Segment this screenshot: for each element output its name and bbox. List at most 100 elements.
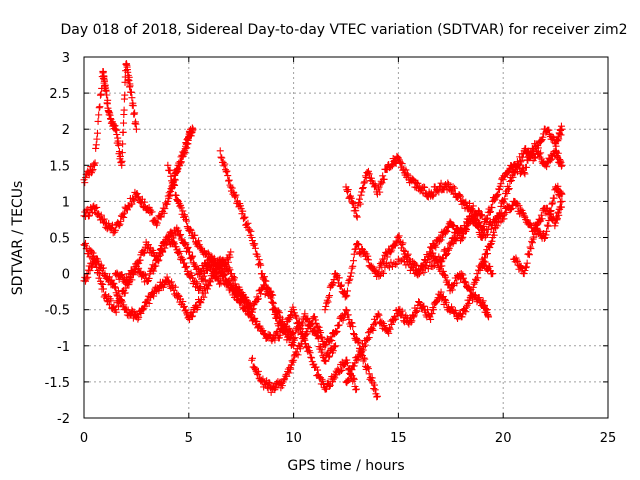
data-point	[397, 159, 405, 167]
data-point	[99, 218, 107, 226]
data-point	[474, 274, 482, 282]
y-tick-label: 3	[62, 51, 70, 66]
data-point	[480, 222, 488, 230]
data-point	[239, 215, 247, 223]
data-point	[463, 226, 471, 234]
data-point	[153, 219, 161, 227]
data-point	[329, 347, 337, 355]
data-point	[305, 344, 313, 352]
data-point	[423, 261, 431, 269]
data-point	[303, 330, 311, 338]
data-point	[343, 307, 351, 315]
data-point	[81, 174, 89, 182]
data-point	[96, 91, 104, 99]
data-point	[164, 161, 172, 169]
data-point	[246, 300, 254, 308]
data-point	[311, 316, 319, 324]
data-point	[93, 135, 101, 143]
data-point	[439, 232, 447, 240]
data-point	[130, 197, 138, 205]
data-point	[546, 211, 554, 219]
data-point	[273, 327, 281, 335]
data-point	[200, 272, 208, 280]
data-point	[293, 314, 301, 322]
data-point	[88, 209, 96, 217]
data-point	[555, 211, 563, 219]
data-point	[531, 154, 539, 162]
data-point	[364, 365, 372, 373]
data-point	[550, 194, 558, 202]
data-point	[548, 200, 556, 208]
data-point	[239, 207, 247, 215]
data-point	[333, 327, 341, 335]
data-point	[216, 147, 224, 155]
data-point	[348, 264, 356, 272]
data-point	[257, 261, 265, 269]
data-point	[155, 252, 163, 260]
data-point	[300, 335, 308, 343]
series-arc-10	[321, 232, 493, 321]
data-point	[182, 306, 190, 314]
data-point	[462, 198, 470, 206]
data-point	[315, 323, 323, 331]
data-point	[375, 272, 383, 280]
data-point	[532, 140, 540, 148]
data-point	[369, 326, 377, 334]
data-point	[290, 356, 298, 364]
data-point	[116, 152, 124, 160]
data-point	[321, 356, 329, 364]
data-point	[415, 270, 423, 278]
data-point	[266, 288, 274, 296]
data-point	[202, 262, 210, 270]
data-point	[179, 255, 187, 263]
data-point	[453, 279, 461, 287]
data-point	[152, 218, 160, 226]
data-point	[102, 274, 110, 282]
data-point	[451, 189, 459, 197]
data-point	[352, 207, 360, 215]
series-arc-2	[80, 124, 197, 237]
data-point	[398, 307, 406, 315]
data-point	[522, 264, 530, 272]
data-point	[135, 193, 143, 201]
data-point	[129, 102, 137, 110]
data-point	[385, 263, 393, 271]
data-point	[141, 271, 149, 279]
data-point	[108, 276, 116, 284]
data-point	[537, 149, 545, 157]
data-point	[388, 320, 396, 328]
data-point	[240, 214, 248, 222]
data-point	[94, 117, 102, 125]
x-tick-label: 0	[80, 431, 88, 446]
data-point	[118, 149, 126, 157]
data-point	[115, 222, 123, 230]
data-point	[120, 209, 128, 217]
data-point	[483, 230, 491, 238]
data-point	[282, 323, 290, 331]
data-point	[352, 212, 360, 220]
data-point	[437, 179, 445, 187]
data-point	[364, 252, 372, 260]
data-point	[92, 141, 100, 149]
data-point	[89, 249, 97, 257]
data-point	[373, 393, 381, 401]
data-point	[133, 190, 141, 198]
data-point	[474, 207, 482, 215]
data-point	[443, 228, 451, 235]
data-point	[95, 104, 103, 112]
data-point	[189, 252, 197, 260]
data-point	[462, 279, 470, 287]
data-point	[420, 183, 428, 191]
data-point	[131, 109, 139, 117]
data-point	[496, 212, 504, 220]
data-point	[296, 325, 304, 333]
data-point	[166, 166, 174, 174]
data-point	[479, 258, 487, 266]
data-point	[533, 224, 541, 232]
data-point	[486, 240, 494, 248]
data-point	[266, 331, 274, 339]
data-point	[201, 289, 209, 297]
data-point	[301, 310, 309, 318]
data-point	[318, 334, 326, 342]
data-point	[204, 285, 212, 293]
